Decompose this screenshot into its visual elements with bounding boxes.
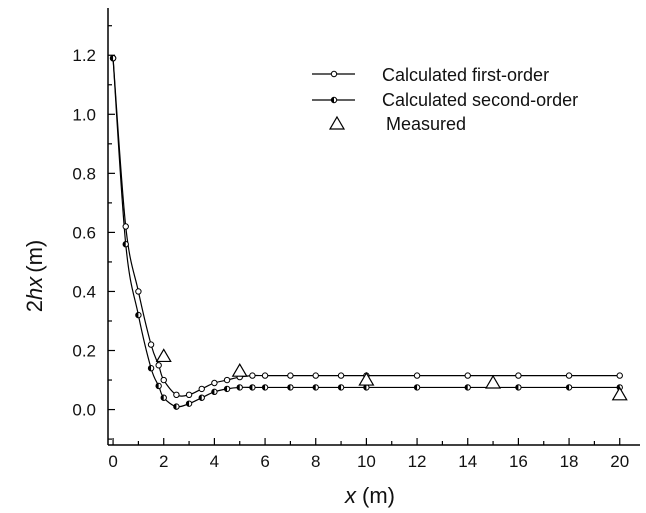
first-order-point: [122, 223, 129, 230]
legend-label-measured: Measured: [386, 114, 466, 134]
first-order-point: [147, 341, 155, 348]
x-axis-title-unit: (m): [362, 483, 395, 508]
measured-point: [485, 374, 502, 389]
y-tick-label: 1.0: [72, 105, 96, 124]
legend-item-measured: Measured: [328, 114, 466, 134]
first-order-point: [287, 372, 294, 379]
x-tick-label: 10: [357, 452, 376, 471]
second-order-point: [413, 384, 421, 391]
second-order-point: [122, 241, 129, 248]
first-order-point: [211, 379, 218, 387]
second-order-point: [147, 365, 155, 372]
second-order-point: [236, 384, 243, 391]
first-order-point: [616, 372, 623, 379]
measured-point: [358, 371, 375, 386]
first-order-point: [223, 376, 231, 384]
second-order-point: [109, 54, 117, 62]
first-order-point: [464, 372, 471, 379]
second-order-point: [515, 384, 522, 391]
x-axis-title-symbol: x: [344, 483, 357, 508]
x-tick-label: 8: [311, 452, 320, 471]
marker-layer: [109, 54, 628, 410]
second-order-point: [173, 403, 180, 410]
x-tick-label: 18: [560, 452, 579, 471]
x-tick-label: 6: [260, 452, 269, 471]
legend-label-first-order: Calculated first-order: [382, 65, 549, 85]
second-order-point: [155, 382, 162, 390]
second-order-point: [464, 384, 471, 391]
measured-point: [611, 386, 628, 401]
first-order-point: [155, 362, 162, 369]
second-order-point: [337, 384, 345, 391]
tick-layer: 0 2 4 6 8 10 12 14 16 18 20 0.0 0.2 0.4 0.6 0.8 1.0 1.2: [72, 25, 629, 471]
x-tick-label: 4: [210, 452, 219, 471]
y-tick-label: 0.0: [72, 401, 96, 420]
x-tick-label: 2: [159, 452, 168, 471]
x-tick-label: 14: [458, 452, 477, 471]
second-order-point: [261, 384, 269, 391]
y-tick-label: 0.2: [72, 342, 96, 361]
second-order-point: [160, 394, 167, 401]
measured-point: [231, 362, 248, 377]
legend-item-second-order: Calculated second-order: [312, 90, 578, 110]
second-order-point: [287, 384, 294, 391]
legend-marker-triangle: [328, 115, 346, 130]
legend-item-first-order: Calculated first-order: [312, 65, 549, 85]
second-order-point: [616, 384, 623, 391]
first-order-point: [261, 372, 269, 379]
y-axis-title-unit: (m): [22, 240, 47, 273]
first-order-point: [198, 385, 205, 393]
first-order-point: [135, 288, 142, 295]
second-order-point: [185, 400, 193, 407]
first-order-point: [413, 372, 421, 379]
legend: Calculated first-order Calculated second…: [312, 65, 578, 134]
x-tick-label: 16: [509, 452, 528, 471]
x-tick-label: 20: [610, 452, 629, 471]
first-order-point: [173, 391, 180, 399]
measured-point: [155, 348, 172, 363]
y-axis-title-prefix: 2: [22, 300, 47, 312]
second-order-point: [223, 385, 231, 393]
first-order-point: [160, 376, 167, 384]
svg-text:2hx(m): 2hx (m): [22, 240, 47, 312]
first-order-point: [312, 372, 319, 379]
y-axis-title-symbol: hx: [22, 276, 47, 300]
y-tick-label: 1.2: [72, 46, 96, 65]
second-order-point: [249, 384, 256, 391]
x-axis-title: x (m): [344, 483, 395, 508]
y-axis-title: 2hx (m): [22, 240, 47, 312]
second-order-point: [135, 311, 142, 319]
second-order-point: [565, 384, 573, 391]
legend-marker-half-filled-circle: [330, 96, 338, 104]
first-order-point: [185, 391, 193, 399]
first-order-point: [515, 372, 522, 379]
legend-marker-open-circle: [330, 70, 338, 78]
legend-label-second-order: Calculated second-order: [382, 90, 578, 110]
first-order-point: [337, 372, 345, 379]
y-tick-label: 0.8: [72, 164, 96, 183]
second-order-point: [211, 388, 218, 396]
x-tick-label: 12: [408, 452, 427, 471]
first-order-point: [565, 372, 573, 379]
curve-layer: [112, 58, 620, 408]
y-tick-label: 0.6: [72, 223, 96, 242]
x-tick-label: 0: [108, 452, 117, 471]
second-order-point: [198, 394, 205, 401]
first-order-point: [249, 372, 256, 379]
second-order-point: [312, 384, 319, 391]
series-line: [112, 58, 620, 408]
y-tick-label: 0.4: [72, 282, 96, 301]
